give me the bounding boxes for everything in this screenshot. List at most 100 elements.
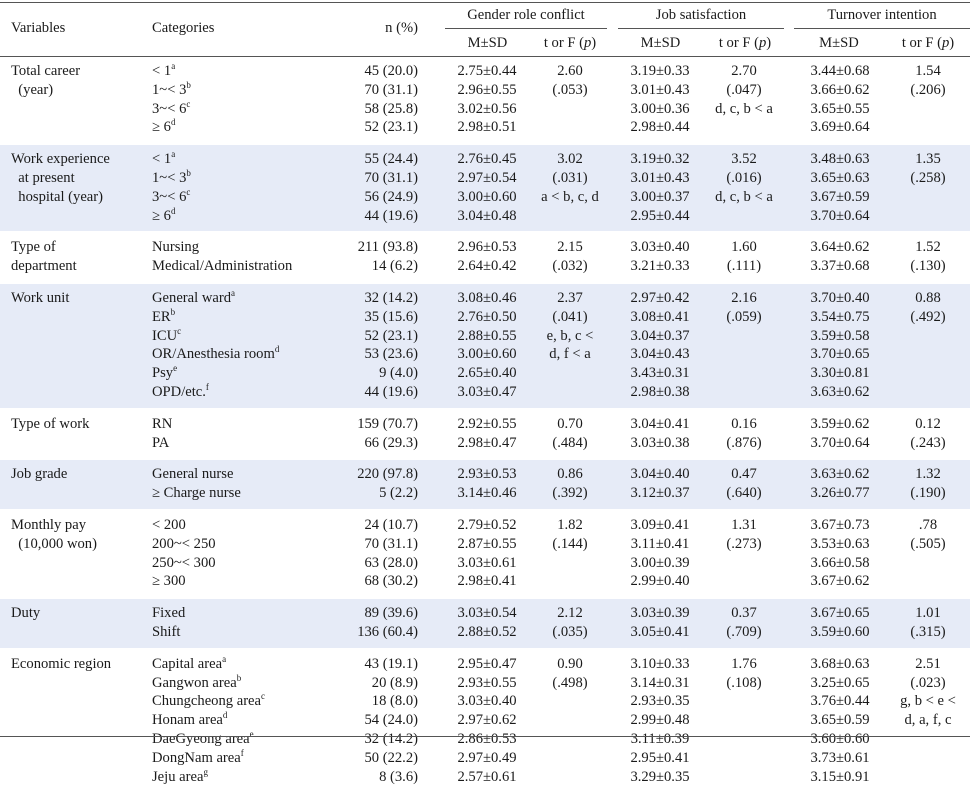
category-superscript: e <box>173 363 178 374</box>
grc-test: (.041) <box>552 308 588 325</box>
grc-msd: 2.88±0.55 <box>457 327 517 344</box>
category-label: ≥ Charge nurse <box>152 484 241 503</box>
js-msd: 3.12±0.37 <box>630 485 690 502</box>
grc-test: 3.02 <box>557 151 583 168</box>
ti-msd: 3.63±0.62 <box>810 466 870 483</box>
table-bottom-rule <box>0 736 970 737</box>
ti-msd: 3.68±0.63 <box>810 655 870 672</box>
ti-msd: 3.65±0.55 <box>810 100 870 117</box>
category-text: 3~< 6 <box>152 188 187 205</box>
n-percent: 24 (10.7) <box>364 517 418 533</box>
category-label: ≥ 300 <box>152 572 186 591</box>
header-js-test: t or F (p) <box>718 35 772 51</box>
n-percent: 58 (25.8) <box>364 100 418 117</box>
category-text: 1~< 3 <box>152 81 187 98</box>
js-test: (.059) <box>726 308 762 325</box>
category-label: Capital areaa <box>152 654 226 674</box>
grc-msd: 2.92±0.55 <box>457 415 517 432</box>
js-msd: 3.00±0.36 <box>630 100 690 117</box>
category-superscript: g <box>203 766 208 777</box>
category-label: ≥ 6d <box>152 118 175 137</box>
variable-label: (year) <box>11 81 54 98</box>
category-label: 250~< 300 <box>152 554 216 573</box>
group-underline <box>618 28 784 29</box>
category-label: 1~< 3b <box>152 169 191 188</box>
category-superscript: c <box>186 98 191 109</box>
grc-test: 0.86 <box>557 466 583 483</box>
ti-test: (.492) <box>910 308 946 325</box>
js-msd: 3.14±0.31 <box>630 674 690 691</box>
ti-msd: 3.66±0.62 <box>810 81 870 98</box>
grc-test: (.032) <box>552 258 588 275</box>
category-label: Shift <box>152 623 180 642</box>
ti-msd: 3.67±0.62 <box>810 573 870 590</box>
js-msd: 3.19±0.32 <box>630 151 690 168</box>
grc-test: 0.70 <box>557 415 583 432</box>
js-msd: 3.00±0.37 <box>630 188 690 205</box>
category-label: RN <box>152 415 172 434</box>
js-test: 0.47 <box>731 466 757 483</box>
ti-test: (.130) <box>910 258 946 275</box>
js-msd: 3.03±0.38 <box>630 434 690 451</box>
ti-test: 1.32 <box>915 466 941 483</box>
grc-msd: 2.86±0.53 <box>457 731 517 747</box>
js-msd: 2.93±0.35 <box>630 693 690 710</box>
category-text: ≥ 6 <box>152 207 171 224</box>
n-percent: 20 (8.9) <box>371 674 418 691</box>
category-label: Chungcheong areac <box>152 692 265 711</box>
variable-label: hospital (year) <box>11 188 103 205</box>
category-label: < 200 <box>152 516 186 535</box>
ti-msd: 3.70±0.40 <box>810 290 870 306</box>
js-msd: 2.95±0.44 <box>630 207 690 224</box>
table-top-rule <box>0 2 970 3</box>
n-percent: 50 (22.2) <box>364 749 418 766</box>
section-divider <box>0 509 970 511</box>
js-test: 2.16 <box>731 290 757 306</box>
variable-label: Work experience <box>11 151 110 168</box>
variable-label: Type of <box>11 239 56 256</box>
grc-msd: 2.57±0.61 <box>457 768 517 785</box>
js-test: 3.52 <box>731 151 757 168</box>
category-text: 250~< 300 <box>152 554 216 571</box>
category-label: 3~< 6c <box>152 187 190 207</box>
category-label: < 1a <box>152 62 175 81</box>
ti-msd: 3.59±0.58 <box>810 327 870 344</box>
js-msd: 3.19±0.33 <box>630 63 690 79</box>
n-percent: 52 (23.1) <box>364 119 418 136</box>
js-msd: 3.01±0.43 <box>630 170 690 186</box>
category-label: Nursing <box>152 238 199 257</box>
category-superscript: a <box>171 61 176 71</box>
category-label: OPD/etc.f <box>152 383 209 402</box>
category-label: General warda <box>152 289 235 308</box>
js-msd: 3.00±0.39 <box>630 554 690 571</box>
category-superscript: d <box>170 205 176 216</box>
header-gender-role-conflict: Gender role conflict <box>467 7 585 23</box>
section-shade <box>0 284 970 408</box>
js-msd: 3.10±0.33 <box>630 655 690 672</box>
grc-msd: 2.97±0.54 <box>457 170 517 186</box>
variable-label: Type of work <box>11 415 90 432</box>
category-text: ≥ 6 <box>152 119 171 136</box>
ti-test: .78 <box>918 517 938 533</box>
js-test: (.016) <box>726 170 762 186</box>
ti-msd: 3.15±0.91 <box>810 768 870 785</box>
grc-test: (.392) <box>552 485 588 502</box>
category-superscript: b <box>170 306 176 317</box>
ti-msd: 3.67±0.59 <box>810 188 870 205</box>
ti-msd: 3.26±0.77 <box>810 485 870 502</box>
js-msd: 2.97±0.42 <box>630 290 690 306</box>
category-label: DongNam areaf <box>152 748 244 768</box>
grc-test: 2.60 <box>557 63 583 79</box>
js-test: 1.31 <box>731 517 757 533</box>
ti-msd: 3.67±0.73 <box>810 517 870 533</box>
category-text: OR/Anesthesia room <box>152 346 275 363</box>
n-percent: 55 (24.4) <box>364 151 418 168</box>
js-msd: 3.04±0.40 <box>630 466 690 483</box>
n-percent: 32 (14.2) <box>364 290 418 306</box>
ti-test: g, b < e < <box>900 693 956 710</box>
ti-test: (.190) <box>910 485 946 502</box>
n-percent: 52 (23.1) <box>364 327 418 344</box>
grc-msd: 2.76±0.50 <box>457 308 517 325</box>
category-label: 1~< 3b <box>152 80 191 100</box>
